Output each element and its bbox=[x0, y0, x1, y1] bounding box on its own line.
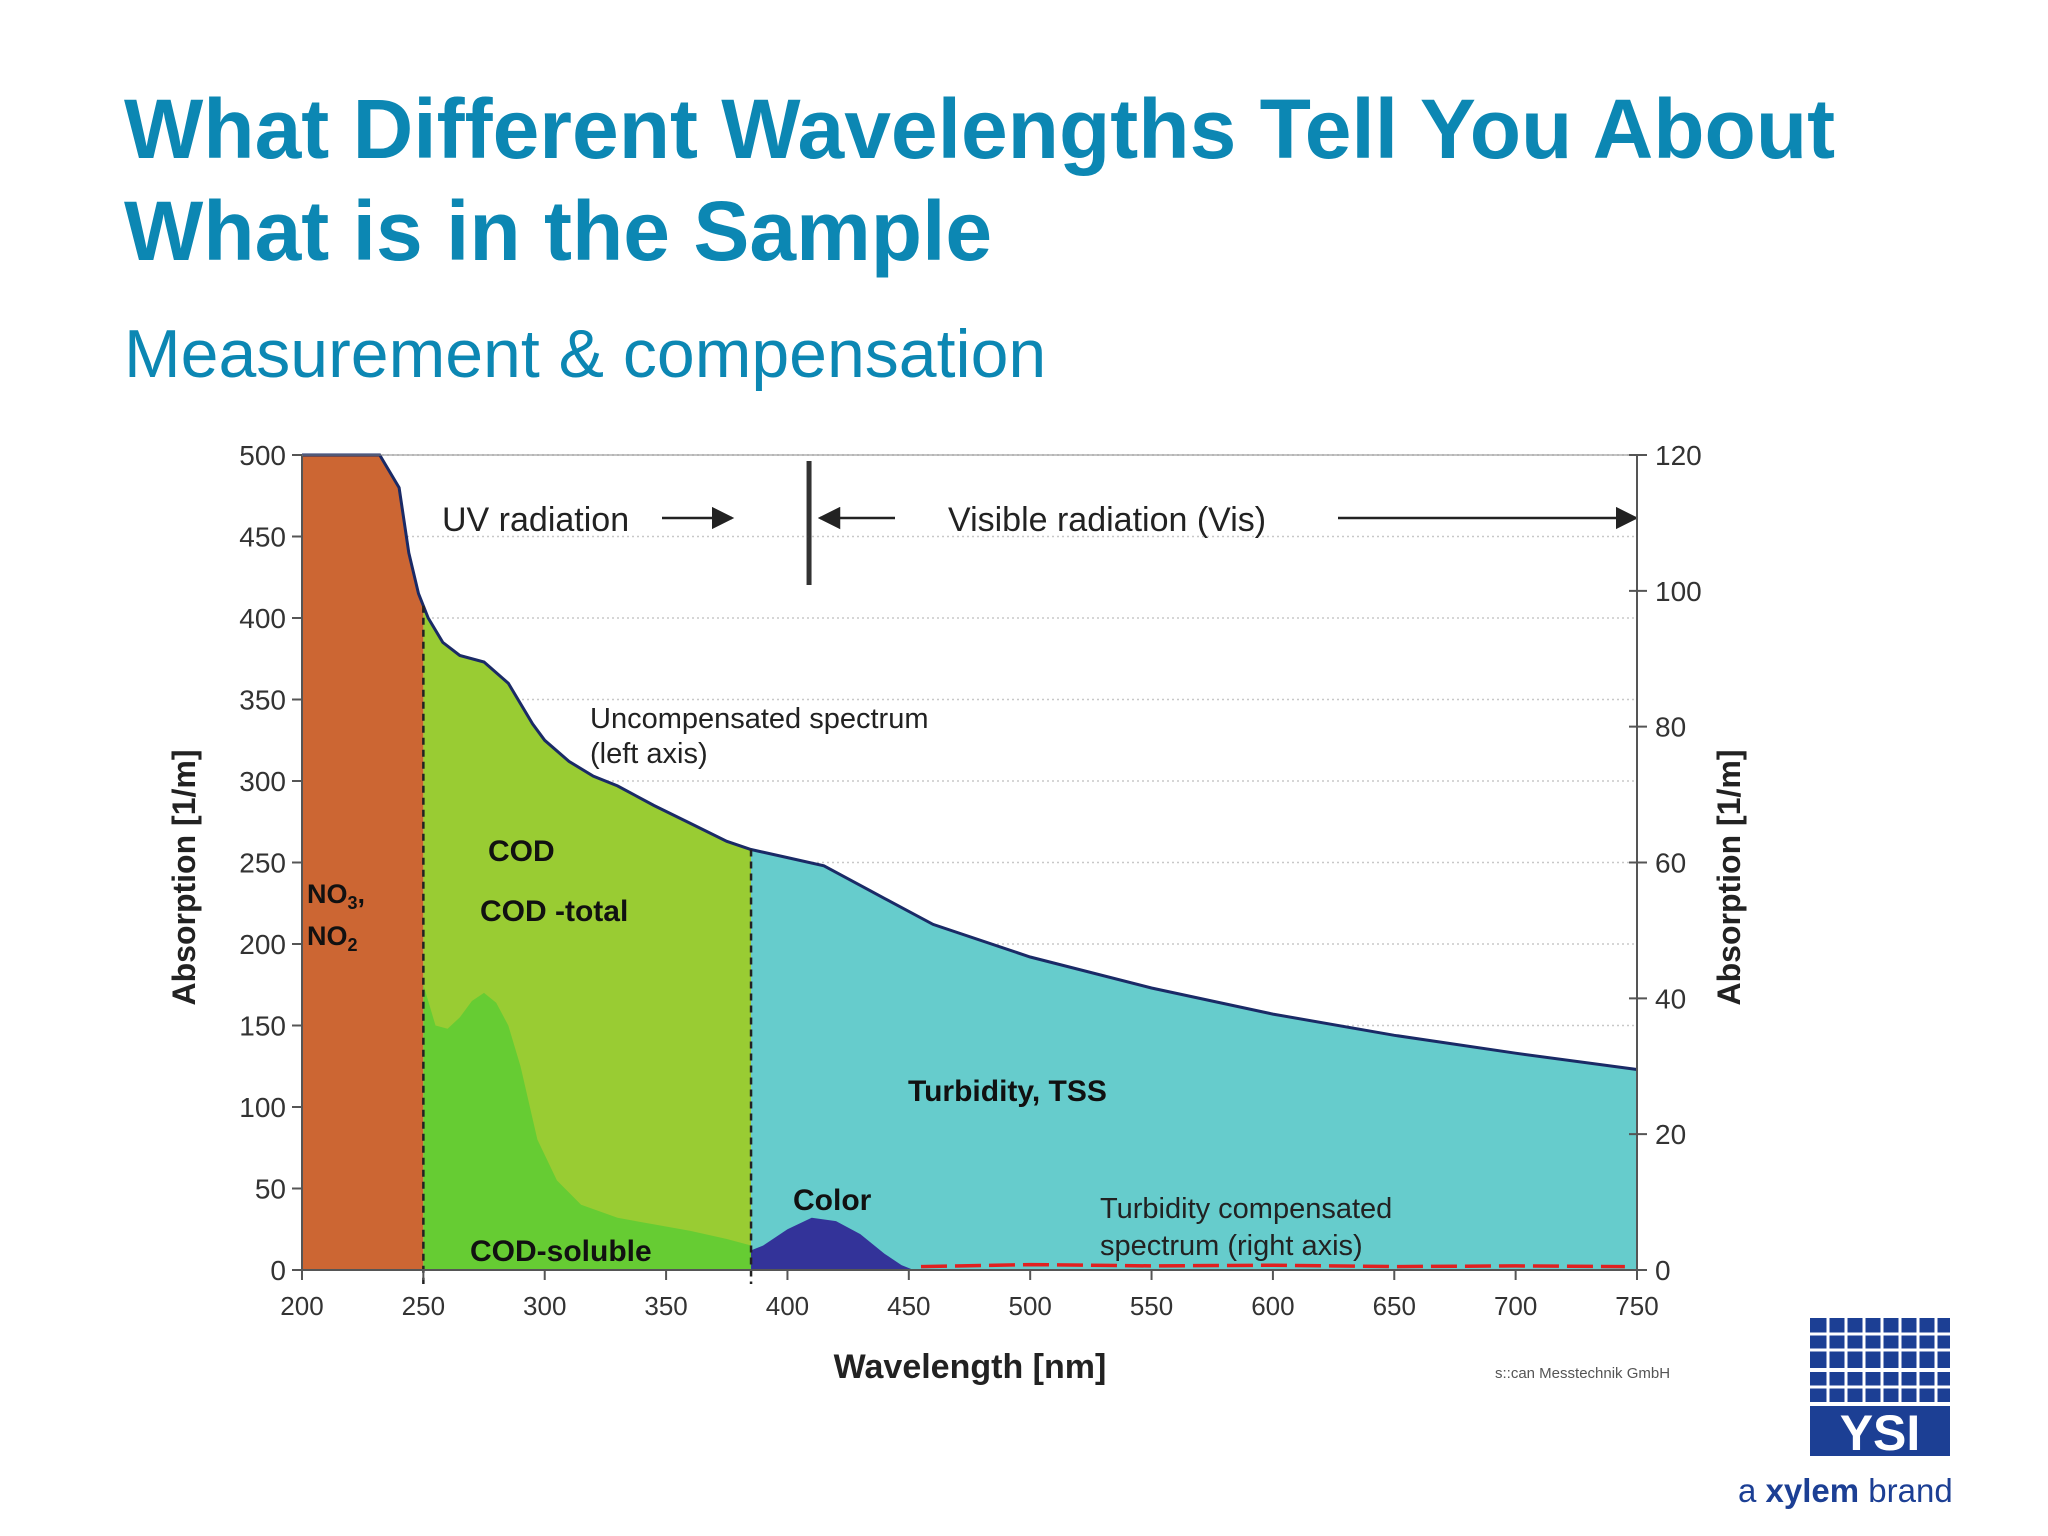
y-tick-label-left: 300 bbox=[239, 766, 286, 797]
slide-title: What Different Wavelengths Tell You Abou… bbox=[124, 78, 1984, 282]
y-tick-label-right: 40 bbox=[1655, 983, 1686, 1014]
x-tick-label: 650 bbox=[1373, 1291, 1416, 1321]
ysi-logo-grid-top bbox=[1810, 1318, 1950, 1368]
y-axis-right-title: Absorption [1/m] bbox=[1711, 750, 1747, 1006]
compensated-spectrum-label: Turbidity compensated bbox=[1100, 1193, 1392, 1225]
nitrate-symbol: NO bbox=[307, 879, 348, 909]
nitrite-symbol: NO bbox=[307, 921, 348, 951]
y-tick-label-right: 80 bbox=[1655, 712, 1686, 743]
nitrate-nitrite-area bbox=[302, 455, 424, 1270]
tagline-prefix: a bbox=[1738, 1472, 1766, 1509]
spectrum-areas bbox=[302, 455, 1637, 1270]
y-tick-label-left: 100 bbox=[239, 1092, 286, 1123]
x-axis-title: Wavelength [nm] bbox=[834, 1348, 1107, 1386]
tagline-xylem: xylem bbox=[1765, 1472, 1860, 1509]
y-tick-label-left: 350 bbox=[239, 685, 286, 716]
nitrate-region-label: NO3, bbox=[307, 879, 365, 913]
uncompensated-spectrum-label: Uncompensated spectrum bbox=[590, 703, 929, 735]
turbidity-region-label: Turbidity, TSS bbox=[908, 1075, 1107, 1108]
uv-radiation-label: UV radiation bbox=[442, 501, 629, 539]
nitrite-subscript: 2 bbox=[348, 935, 358, 955]
slide-title-line-2: What is in the Sample bbox=[124, 184, 993, 278]
x-tick-label: 550 bbox=[1130, 1291, 1173, 1321]
ysi-logo-plate bbox=[1810, 1406, 1950, 1456]
turbidity-area bbox=[751, 849, 1637, 1270]
color-area bbox=[751, 1217, 914, 1270]
absorption-spectrum-chart: 0 50 100 150 200 250 300 350 400 450 500 0 20 40 60 80 1… bbox=[150, 425, 1790, 1536]
y-tick-label-left: 200 bbox=[239, 929, 286, 960]
x-tick-label: 700 bbox=[1494, 1291, 1537, 1321]
tagline-suffix: brand bbox=[1859, 1472, 1953, 1509]
y-axis-left-title: Absorption [1/m] bbox=[166, 750, 202, 1006]
y-tick-label-right: 60 bbox=[1655, 848, 1686, 879]
compensated-spectrum-line bbox=[920, 1262, 1625, 1269]
x-tick-label: 350 bbox=[644, 1291, 687, 1321]
y-tick-label-left: 50 bbox=[255, 1174, 286, 1205]
x-tick-label: 600 bbox=[1251, 1291, 1294, 1321]
chart-labels: UV radiation Visible radiation (Vis) Unc… bbox=[166, 501, 1747, 1386]
x-tick-label: 250 bbox=[402, 1291, 445, 1321]
x-tick-label: 500 bbox=[1008, 1291, 1051, 1321]
y-tick-label-left: 0 bbox=[270, 1255, 286, 1286]
source-credit: s::can Messtechnik GmbH bbox=[1495, 1365, 1670, 1382]
y-tick-label-right: 100 bbox=[1655, 576, 1702, 607]
x-tick-label: 200 bbox=[280, 1291, 323, 1321]
cod-soluble-region-label: COD-soluble bbox=[470, 1235, 652, 1268]
y-tick-label-right: 0 bbox=[1655, 1255, 1671, 1286]
slide-subtitle: Measurement & compensation bbox=[124, 316, 1047, 392]
spectrum-lines bbox=[302, 453, 1639, 1284]
cod-soluble-area bbox=[423, 984, 752, 1270]
x-tick-label: 300 bbox=[523, 1291, 566, 1321]
y-tick-label-left: 250 bbox=[239, 848, 286, 879]
uncompensated-spectrum-axis-note: (left axis) bbox=[590, 738, 708, 770]
visible-radiation-label: Visible radiation (Vis) bbox=[948, 501, 1266, 539]
x-tick-label: 750 bbox=[1615, 1291, 1658, 1321]
y-tick-label-right: 20 bbox=[1655, 1119, 1686, 1150]
ysi-logo-text: YSI bbox=[1840, 1405, 1921, 1461]
ysi-logo: YSI bbox=[1810, 1318, 1950, 1461]
cod-region-label: COD bbox=[488, 835, 555, 868]
slide-title-line-1: What Different Wavelengths Tell You Abou… bbox=[124, 82, 1836, 176]
x-tick-label: 450 bbox=[887, 1291, 930, 1321]
nitrate-separator: , bbox=[358, 879, 366, 909]
cod-total-region-label: COD -total bbox=[480, 895, 628, 928]
nitrite-region-label: NO2 bbox=[307, 921, 358, 955]
y-tick-label-left: 500 bbox=[239, 440, 286, 471]
y-tick-label-left: 450 bbox=[239, 522, 286, 553]
compensated-spectrum-axis-note: spectrum (right axis) bbox=[1100, 1230, 1363, 1262]
y-tick-label-right: 120 bbox=[1655, 440, 1702, 471]
color-region-label: Color bbox=[793, 1184, 872, 1217]
ysi-logo-grid-lines bbox=[1810, 1318, 1950, 1402]
nitrate-subscript: 3 bbox=[348, 893, 358, 913]
y-tick-label-left: 400 bbox=[239, 603, 286, 634]
chart-svg: 0 50 100 150 200 250 300 350 400 450 500 0 20 40 60 80 1… bbox=[166, 440, 1747, 1386]
chart-axes: 0 50 100 150 200 250 300 350 400 450 500 0 20 40 60 80 1… bbox=[239, 440, 1701, 1321]
y-tick-label-left: 150 bbox=[239, 1011, 286, 1042]
uncompensated-spectrum-line bbox=[302, 453, 1638, 1071]
xylem-brand-tagline: a xylem brand bbox=[1738, 1472, 1953, 1510]
x-tick-label: 400 bbox=[766, 1291, 809, 1321]
